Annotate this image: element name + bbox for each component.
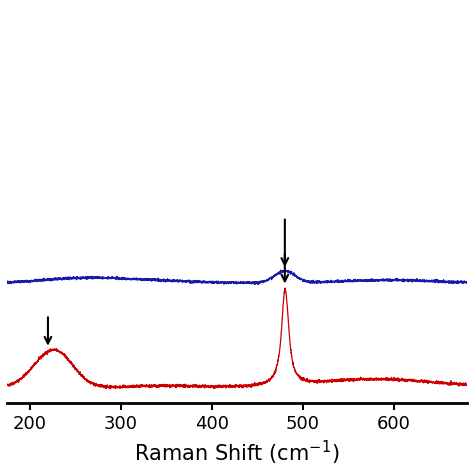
X-axis label: Raman Shift (cm$^{-1}$): Raman Shift (cm$^{-1}$) [134, 439, 340, 467]
